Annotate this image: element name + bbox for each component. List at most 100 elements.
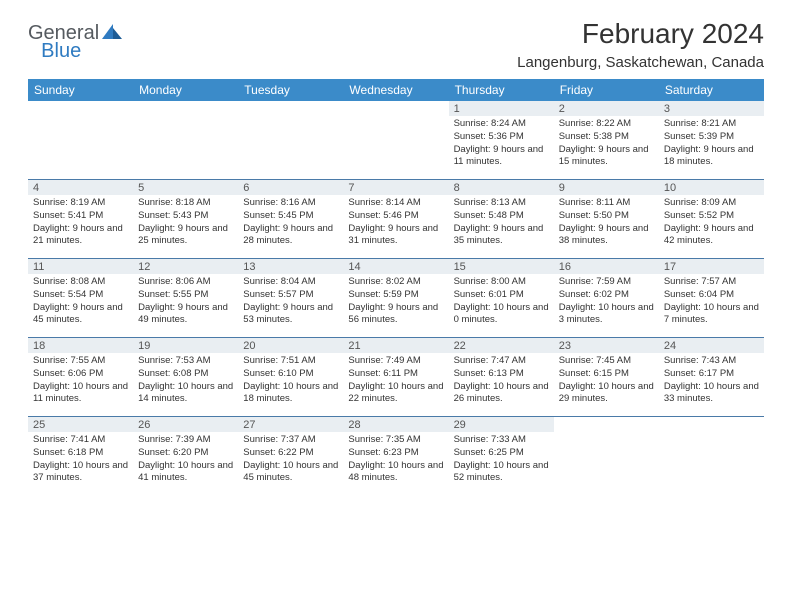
day-cell: 25 Sunrise: 7:41 AMSunset: 6:18 PMDayligh… [28,417,133,495]
page-header: General Blue February 2024 Langenburg, S… [28,18,764,71]
day-info: Sunrise: 8:22 AMSunset: 5:38 PMDaylight:… [559,118,654,169]
weekday-saturday: Saturday [659,79,764,101]
day-cell: 11 Sunrise: 8:08 AMSunset: 5:54 PMDayligh… [28,259,133,337]
day-number: 14 [348,261,443,273]
day-number-band: 11 [28,259,133,274]
day-number-band: 13 [238,259,343,274]
day-cell: 21Sunrise: 7:49 AMSunset: 6:11 PMDayligh… [343,338,448,416]
calendar-grid: SundayMondayTuesdayWednesdayThursdayFrid… [28,79,764,495]
week-row: 4 Sunrise: 8:19 AMSunset: 5:41 PMDaylight… [28,179,764,258]
day-number: 19 [138,340,233,352]
day-info: Sunrise: 7:39 AMSunset: 6:20 PMDaylight:… [138,434,233,485]
day-info: Sunrise: 8:06 AMSunset: 5:55 PMDaylight:… [138,276,233,327]
weekday-monday: Monday [133,79,238,101]
day-number-band: 28 [343,417,448,432]
weekday-sunday: Sunday [28,79,133,101]
day-cell: 3Sunrise: 8:21 AMSunset: 5:39 PMDaylight… [659,101,764,179]
day-cell: 28Sunrise: 7:35 AMSunset: 6:23 PMDayligh… [343,417,448,495]
day-number-band: 20 [238,338,343,353]
logo: General Blue [28,18,165,45]
day-info: Sunrise: 7:57 AMSunset: 6:04 PMDaylight:… [664,276,759,327]
day-cell: 22 Sunrise: 7:47 AMSunset: 6:13 PMDayligh… [449,338,554,416]
day-info: Sunrise: 8:02 AMSunset: 5:59 PMDaylight:… [348,276,443,327]
day-cell: 6 Sunrise: 8:16 AMSunset: 5:45 PMDaylight… [238,180,343,258]
month-title: February 2024 [517,18,764,50]
day-info: Sunrise: 7:45 AMSunset: 6:15 PMDaylight:… [559,355,654,406]
day-number: 6 [243,182,338,194]
day-number: 1 [454,103,549,115]
day-number-band: 25 [28,417,133,432]
day-number: 5 [138,182,233,194]
day-cell: 12 Sunrise: 8:06 AMSunset: 5:55 PMDayligh… [133,259,238,337]
day-cell: 19Sunrise: 7:53 AMSunset: 6:08 PMDayligh… [133,338,238,416]
empty-day-cell [133,101,238,179]
day-info: Sunrise: 8:13 AMSunset: 5:48 PMDaylight:… [454,197,549,248]
day-number: 8 [454,182,549,194]
day-number: 25 [33,419,128,431]
empty-day-cell [238,101,343,179]
day-number: 21 [348,340,443,352]
day-number: 13 [243,261,338,273]
week-row: 18Sunrise: 7:55 AMSunset: 6:06 PMDayligh… [28,337,764,416]
empty-day-cell [343,101,448,179]
day-number-band: 4 [28,180,133,195]
day-cell: 17 Sunrise: 7:57 AMSunset: 6:04 PMDayligh… [659,259,764,337]
day-cell: 15Sunrise: 8:00 AMSunset: 6:01 PMDayligh… [449,259,554,337]
day-number: 10 [664,182,759,194]
location-text: Langenburg, Saskatchewan, Canada [517,54,764,71]
day-cell: 26 Sunrise: 7:39 AMSunset: 6:20 PMDayligh… [133,417,238,495]
day-number: 27 [243,419,338,431]
day-number-band: 2 [554,101,659,116]
day-cell: 29 Sunrise: 7:33 AMSunset: 6:25 PMDayligh… [449,417,554,495]
day-number: 28 [348,419,443,431]
empty-day-cell [659,417,764,495]
day-number-band: 22 [449,338,554,353]
day-cell: 13 Sunrise: 8:04 AMSunset: 5:57 PMDayligh… [238,259,343,337]
day-info: Sunrise: 7:41 AMSunset: 6:18 PMDaylight:… [33,434,128,485]
day-number: 15 [454,261,549,273]
day-number-band: 7 [343,180,448,195]
day-number-band: 8 [449,180,554,195]
empty-day-cell [28,101,133,179]
week-row: 11 Sunrise: 8:08 AMSunset: 5:54 PMDayligh… [28,258,764,337]
day-number-band: 5 [133,180,238,195]
day-number: 18 [33,340,128,352]
day-info: Sunrise: 8:19 AMSunset: 5:41 PMDaylight:… [33,197,128,248]
day-info: Sunrise: 8:04 AMSunset: 5:57 PMDaylight:… [243,276,338,327]
day-info: Sunrise: 8:24 AMSunset: 5:36 PMDaylight:… [454,118,549,169]
day-number: 22 [454,340,549,352]
day-number: 9 [559,182,654,194]
day-info: Sunrise: 8:08 AMSunset: 5:54 PMDaylight:… [33,276,128,327]
day-info: Sunrise: 8:16 AMSunset: 5:45 PMDaylight:… [243,197,338,248]
day-number-band: 14 [343,259,448,274]
day-info: Sunrise: 7:59 AMSunset: 6:02 PMDaylight:… [559,276,654,327]
day-cell: 20 Sunrise: 7:51 AMSunset: 6:10 PMDayligh… [238,338,343,416]
day-info: Sunrise: 8:14 AMSunset: 5:46 PMDaylight:… [348,197,443,248]
day-info: Sunrise: 7:37 AMSunset: 6:22 PMDaylight:… [243,434,338,485]
day-number: 2 [559,103,654,115]
day-number: 24 [664,340,759,352]
day-cell: 14 Sunrise: 8:02 AMSunset: 5:59 PMDayligh… [343,259,448,337]
day-info: Sunrise: 8:11 AMSunset: 5:50 PMDaylight:… [559,197,654,248]
day-number: 11 [33,261,128,273]
day-cell: 10 Sunrise: 8:09 AMSunset: 5:52 PMDayligh… [659,180,764,258]
day-cell: 5 Sunrise: 8:18 AMSunset: 5:43 PMDaylight… [133,180,238,258]
day-number: 29 [454,419,549,431]
day-number-band: 12 [133,259,238,274]
empty-day-cell [554,417,659,495]
day-info: Sunrise: 8:09 AMSunset: 5:52 PMDaylight:… [664,197,759,248]
day-cell: 23 Sunrise: 7:45 AMSunset: 6:15 PMDayligh… [554,338,659,416]
day-info: Sunrise: 7:47 AMSunset: 6:13 PMDaylight:… [454,355,549,406]
calendar-page: General Blue February 2024 Langenburg, S… [0,0,792,495]
day-number-band: 23 [554,338,659,353]
day-number-band: 27 [238,417,343,432]
day-number-band: 3 [659,101,764,116]
day-number-band: 29 [449,417,554,432]
weekday-thursday: Thursday [449,79,554,101]
day-number-band: 19 [133,338,238,353]
day-info: Sunrise: 7:51 AMSunset: 6:10 PMDaylight:… [243,355,338,406]
day-info: Sunrise: 8:18 AMSunset: 5:43 PMDaylight:… [138,197,233,248]
day-info: Sunrise: 7:33 AMSunset: 6:25 PMDaylight:… [454,434,549,485]
day-number: 17 [664,261,759,273]
day-number-band: 26 [133,417,238,432]
